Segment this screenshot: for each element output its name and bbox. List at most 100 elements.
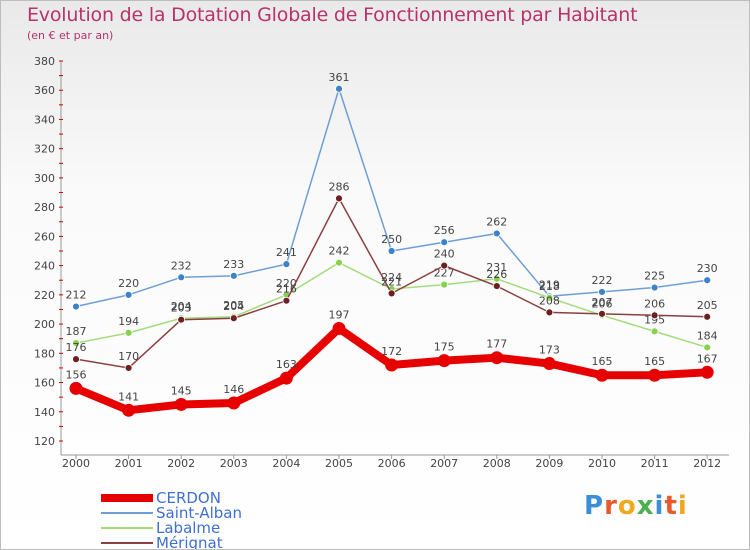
data-label: 206 — [592, 297, 613, 310]
data-point — [650, 311, 659, 320]
data-label: 175 — [434, 341, 455, 354]
data-label: 220 — [118, 277, 139, 290]
logo-letter: r — [604, 491, 618, 521]
logo-letter: t — [664, 491, 678, 521]
x-tick-label: 2006 — [378, 457, 406, 470]
data-label: 222 — [592, 274, 613, 287]
data-label: 167 — [697, 352, 718, 365]
data-point — [542, 357, 556, 371]
y-tick-label: 320 — [34, 143, 55, 156]
data-label: 216 — [276, 283, 297, 296]
data-label: 156 — [66, 368, 87, 381]
data-label: 232 — [171, 259, 192, 272]
data-point — [69, 381, 83, 395]
data-label: 230 — [697, 262, 718, 275]
data-point — [332, 321, 346, 335]
data-label: 233 — [223, 258, 244, 271]
data-point — [703, 276, 712, 285]
data-label: 172 — [381, 345, 402, 358]
data-point — [492, 282, 501, 290]
data-label: 241 — [276, 246, 297, 259]
x-tick-label: 2008 — [483, 457, 511, 470]
x-tick-label: 2010 — [588, 457, 616, 470]
data-label: 256 — [434, 224, 455, 237]
data-point — [595, 368, 609, 382]
y-tick-label: 180 — [34, 347, 55, 360]
logo-letter: o — [617, 491, 637, 521]
data-point — [227, 396, 241, 410]
data-point — [440, 280, 449, 289]
data-point — [177, 315, 186, 324]
data-point — [440, 238, 449, 247]
data-point — [492, 229, 501, 238]
x-tick-label: 2009 — [535, 457, 563, 470]
data-point — [124, 290, 133, 299]
data-point — [598, 309, 606, 318]
data-label: 177 — [486, 338, 507, 351]
legend-label: Labalme — [156, 519, 221, 537]
data-label: 195 — [644, 313, 665, 326]
y-tick-label: 260 — [34, 230, 55, 243]
data-point — [122, 403, 136, 417]
data-point — [335, 194, 343, 203]
data-point — [545, 308, 554, 317]
data-point — [387, 289, 396, 298]
data-label: 227 — [434, 267, 455, 280]
data-label: 206 — [644, 297, 665, 310]
y-tick-label: 240 — [34, 260, 55, 273]
data-label: 205 — [697, 299, 718, 312]
data-label: 203 — [171, 302, 192, 315]
x-tick-label: 2004 — [272, 457, 300, 470]
data-point — [72, 302, 80, 311]
x-tick-label: 2002 — [167, 457, 195, 470]
y-tick-label: 120 — [34, 435, 55, 448]
data-point — [124, 364, 133, 372]
data-label: 145 — [171, 384, 192, 397]
data-label: 187 — [66, 325, 87, 338]
data-label: 361 — [329, 71, 350, 84]
data-label: 219 — [539, 278, 560, 291]
logo-letter: x — [636, 491, 655, 521]
data-point — [490, 351, 504, 365]
data-label: 218 — [539, 280, 560, 293]
x-tick-label: 2001 — [115, 457, 143, 470]
data-point — [598, 288, 606, 296]
y-tick-label: 340 — [34, 113, 55, 126]
data-point — [387, 247, 396, 255]
data-label: 262 — [486, 215, 507, 228]
chart-title: Evolution de la Dotation Globale de Fonc… — [27, 4, 638, 26]
data-label: 165 — [592, 355, 613, 368]
y-tick-label: 200 — [34, 318, 55, 331]
data-label: 173 — [539, 344, 560, 357]
data-label: 242 — [329, 245, 350, 258]
data-label: 165 — [644, 355, 665, 368]
y-tick-label: 220 — [34, 289, 55, 302]
data-label: 286 — [329, 180, 350, 193]
data-point — [703, 312, 712, 321]
logo-letter: i — [677, 491, 688, 521]
legend-swatch — [101, 512, 153, 514]
data-label: 141 — [118, 390, 139, 403]
data-point — [650, 327, 659, 336]
data-label: 226 — [486, 268, 507, 281]
data-label: 250 — [381, 233, 402, 246]
logo-letter: P — [584, 491, 605, 521]
data-label: 220 — [276, 277, 297, 290]
legend-swatch — [101, 527, 153, 529]
x-tick-label: 2007 — [430, 457, 458, 470]
data-point — [335, 258, 343, 267]
data-label: 204 — [171, 300, 192, 313]
data-label: 208 — [539, 294, 560, 307]
data-label: 224 — [381, 271, 402, 284]
y-tick-label: 360 — [34, 84, 55, 97]
data-label: 194 — [118, 315, 139, 328]
x-tick-label: 2012 — [693, 457, 721, 470]
legend-swatch — [101, 494, 153, 502]
data-label: 225 — [644, 270, 665, 283]
data-label: 205 — [223, 299, 244, 312]
chart-subtitle: (en € et par an) — [27, 29, 114, 42]
legend-label: Saint-Alban — [156, 504, 243, 522]
data-label: 231 — [486, 261, 507, 274]
